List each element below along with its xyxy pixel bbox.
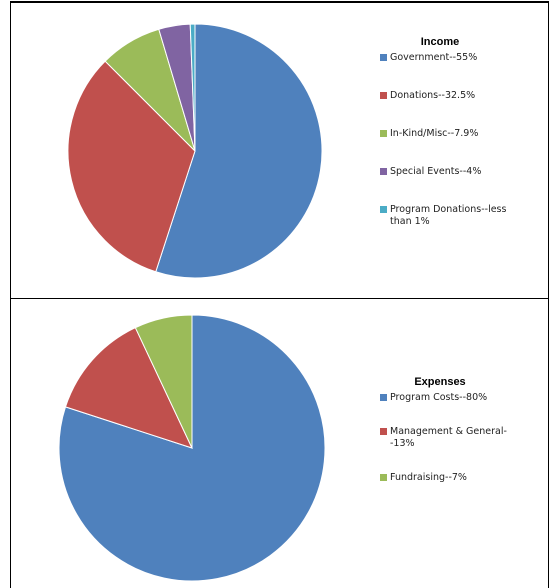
legend-item: Program Donations--less than 1%: [380, 204, 530, 228]
legend-swatch: [380, 474, 387, 481]
pie-slice: [155, 23, 323, 279]
legend-item: Donations--32.5%: [380, 90, 530, 102]
legend-label: Program Costs--80%: [390, 392, 488, 403]
legend-item: Special Events--4%: [380, 166, 530, 178]
legend-label: Program Donations--less than 1%: [390, 204, 507, 227]
pie-slice: [134, 314, 193, 449]
legend-label: Management & General--13%: [390, 426, 507, 449]
pie-slice: [189, 23, 196, 152]
legend-swatch: [380, 394, 387, 401]
legend-label: In-Kind/Misc--7.9%: [390, 128, 479, 139]
legend-label: Government--55%: [390, 52, 478, 63]
legend-item: Program Costs--80%: [380, 392, 530, 404]
table-cell: [10, 298, 549, 588]
legend-item: Government--55%: [380, 52, 530, 64]
legend-title: Expenses: [414, 376, 466, 388]
legend-item: In-Kind/Misc--7.9%: [380, 128, 530, 140]
legend: Income Government--55% Donations--32.5% In-…: [380, 36, 530, 254]
legend-swatch: [380, 130, 387, 137]
legend-title: Income: [420, 36, 460, 48]
pie-slice: [67, 60, 196, 273]
pie-slice: [64, 326, 193, 449]
legend-item: Fundraising--7%: [380, 472, 530, 484]
legend-label: Special Events--4%: [390, 166, 482, 177]
legend: Expenses Program Costs--80% Management & G…: [380, 376, 530, 506]
legend-swatch: [380, 168, 387, 175]
legend-label: Donations--32.5%: [390, 90, 476, 101]
legend-label: Fundraising--7%: [390, 472, 467, 483]
legend-swatch: [380, 54, 387, 61]
legend-swatch: [380, 92, 387, 99]
legend-item: Management & General--13%: [380, 426, 530, 450]
legend-swatch: [380, 428, 387, 435]
legend-swatch: [380, 206, 387, 213]
